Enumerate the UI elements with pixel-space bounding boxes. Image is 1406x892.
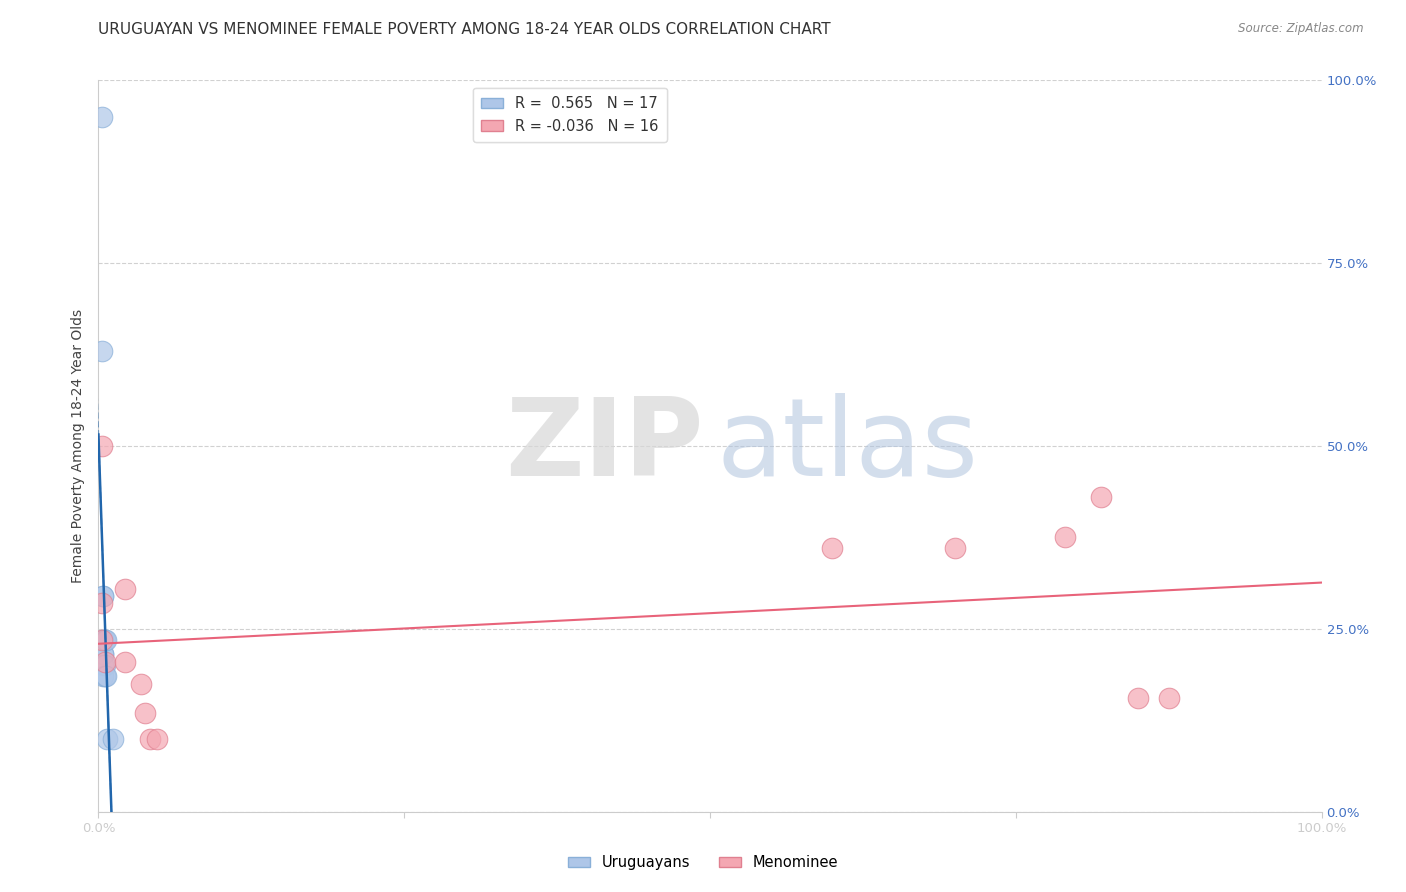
Legend: Uruguayans, Menominee: Uruguayans, Menominee <box>562 849 844 876</box>
Point <box>93 632 115 647</box>
Point <box>91 648 114 662</box>
Text: Source: ZipAtlas.com: Source: ZipAtlas.com <box>1239 22 1364 36</box>
Point <box>91 589 114 603</box>
Point <box>91 669 114 683</box>
Point <box>91 439 114 453</box>
Text: URUGUAYAN VS MENOMINEE FEMALE POVERTY AMONG 18-24 YEAR OLDS CORRELATION CHART: URUGUAYAN VS MENOMINEE FEMALE POVERTY AM… <box>98 22 831 37</box>
Point <box>134 706 156 720</box>
Point <box>91 596 114 610</box>
Point <box>821 541 844 556</box>
Point <box>96 731 118 746</box>
Point <box>91 632 114 647</box>
Point <box>91 632 114 647</box>
Point <box>91 648 114 662</box>
Point <box>1053 530 1076 544</box>
Point <box>943 541 966 556</box>
Point <box>114 655 136 669</box>
Point <box>1157 691 1180 706</box>
Y-axis label: Female Poverty Among 18-24 Year Olds: Female Poverty Among 18-24 Year Olds <box>72 309 86 583</box>
Legend: R =  0.565   N = 17, R = -0.036   N = 16: R = 0.565 N = 17, R = -0.036 N = 16 <box>472 87 666 143</box>
Point <box>91 343 114 358</box>
Point <box>91 589 114 603</box>
Point <box>93 658 115 673</box>
Text: ZIP: ZIP <box>505 393 704 499</box>
Point <box>139 731 162 746</box>
Point <box>114 582 136 596</box>
Point <box>94 632 117 647</box>
Point <box>129 676 152 690</box>
Point <box>146 731 169 746</box>
Point <box>93 655 115 669</box>
Text: atlas: atlas <box>716 393 979 499</box>
Point <box>101 731 124 746</box>
Point <box>91 632 114 647</box>
Point <box>94 669 117 683</box>
Point <box>91 110 114 124</box>
Point <box>93 669 115 683</box>
Point <box>1128 691 1150 706</box>
Point <box>91 658 114 673</box>
Point <box>1090 490 1112 504</box>
